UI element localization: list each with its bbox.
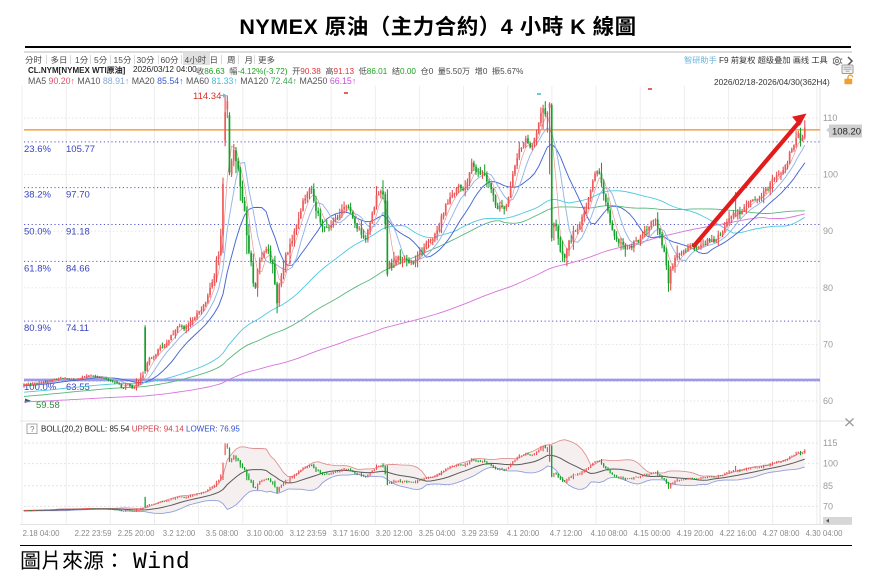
svg-text:61.8%84.66: 61.8% 84.66 — [24, 263, 90, 274]
svg-text:BOLL(20,2) BOLL: 85.54 UPPER:: BOLL(20,2) BOLL: 85.54 UPPER: 94.14 LOWE… — [41, 425, 240, 434]
svg-text:100: 100 — [823, 459, 838, 469]
svg-text:38.2%97.70: 38.2% 97.70 — [24, 190, 90, 201]
svg-text:4.30 04:00: 4.30 04:00 — [806, 529, 844, 538]
svg-text:80: 80 — [823, 283, 833, 293]
svg-text:4.7 12:00: 4.7 12:00 — [550, 529, 583, 538]
svg-text:?: ? — [30, 425, 35, 434]
svg-text:23.6%105.77: 23.6% 105.77 — [24, 144, 95, 155]
svg-text:70: 70 — [823, 339, 833, 349]
svg-text:115: 115 — [823, 438, 837, 448]
svg-text:4.1 20:00: 4.1 20:00 — [507, 529, 540, 538]
svg-text:100: 100 — [823, 170, 838, 180]
svg-text:3.2 12:00: 3.2 12:00 — [163, 529, 196, 538]
svg-text:59.58: 59.58 — [36, 400, 60, 411]
svg-text:108.20: 108.20 — [832, 127, 861, 138]
svg-text:110: 110 — [823, 113, 837, 123]
svg-text:80.9%74.11: 80.9% 74.11 — [24, 323, 89, 334]
svg-text:70: 70 — [823, 501, 833, 511]
svg-text:85: 85 — [823, 481, 833, 491]
svg-text:2.22 23:59: 2.22 23:59 — [75, 529, 112, 538]
svg-text:3.17 16:00: 3.17 16:00 — [333, 529, 371, 538]
svg-text:2.18 04:00: 2.18 04:00 — [23, 529, 61, 538]
svg-text:4.15 00:00: 4.15 00:00 — [634, 529, 672, 538]
svg-text:2.25 20:00: 2.25 20:00 — [118, 529, 156, 538]
svg-text:4.19 20:00: 4.19 20:00 — [677, 529, 715, 538]
svg-text:3.20 12:00: 3.20 12:00 — [376, 529, 414, 538]
svg-text:3.12 23:59: 3.12 23:59 — [290, 529, 327, 538]
svg-text:3.25 04:00: 3.25 04:00 — [419, 529, 457, 538]
svg-text:114.34: 114.34 — [193, 91, 221, 102]
svg-text:90: 90 — [823, 226, 833, 236]
svg-text:4.27 08:00: 4.27 08:00 — [763, 529, 801, 538]
svg-text:3.5 08:00: 3.5 08:00 — [206, 529, 239, 538]
svg-text:50.0%91.18: 50.0% 91.18 — [24, 227, 90, 238]
svg-text:4.22 16:00: 4.22 16:00 — [720, 529, 758, 538]
svg-text:3.10 00:00: 3.10 00:00 — [247, 529, 285, 538]
svg-text:3.29 23:59: 3.29 23:59 — [462, 529, 499, 538]
svg-text:60: 60 — [823, 396, 833, 406]
svg-text:4.10 08:00: 4.10 08:00 — [591, 529, 629, 538]
